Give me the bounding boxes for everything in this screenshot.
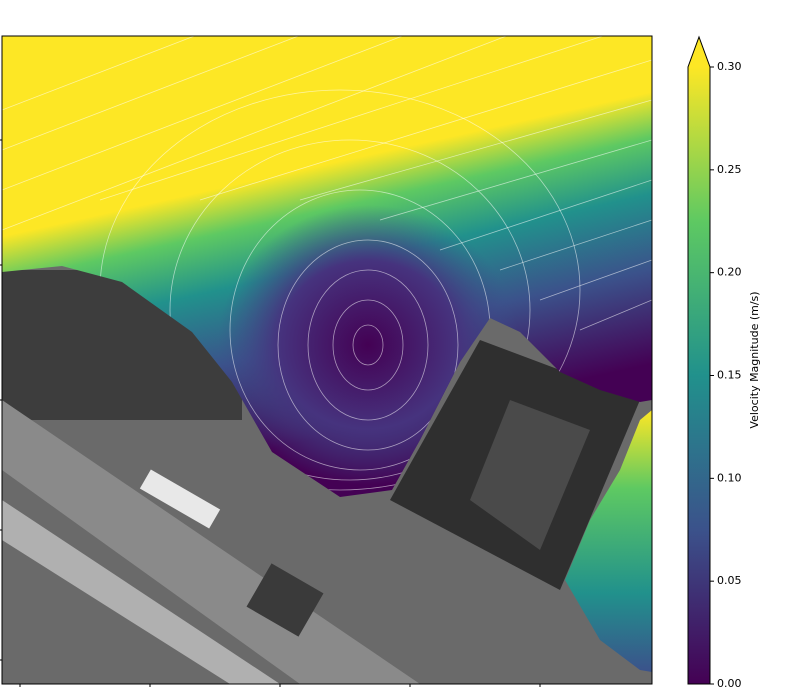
colorbar-tick-label: 0.20: [717, 266, 742, 279]
colorbar-frame: [687, 35, 711, 685]
colorbar-tick-label: 0.05: [717, 574, 742, 587]
colorbar: [688, 67, 710, 684]
plot-image: [2, 36, 652, 684]
colorbar-tick-label: 0.15: [717, 369, 742, 382]
colorbar-tick-label: 0.10: [717, 471, 742, 484]
colorbar-tick-label: 0.30: [717, 60, 742, 73]
colorbar-tick-label: 0.00: [717, 677, 742, 687]
plot-frame: [1, 35, 653, 685]
colorbar-tick-label: 0.25: [717, 163, 742, 176]
colorbar-label: Velocity Magnitude (m/s): [748, 291, 761, 428]
colorbar-extend: [688, 37, 710, 67]
